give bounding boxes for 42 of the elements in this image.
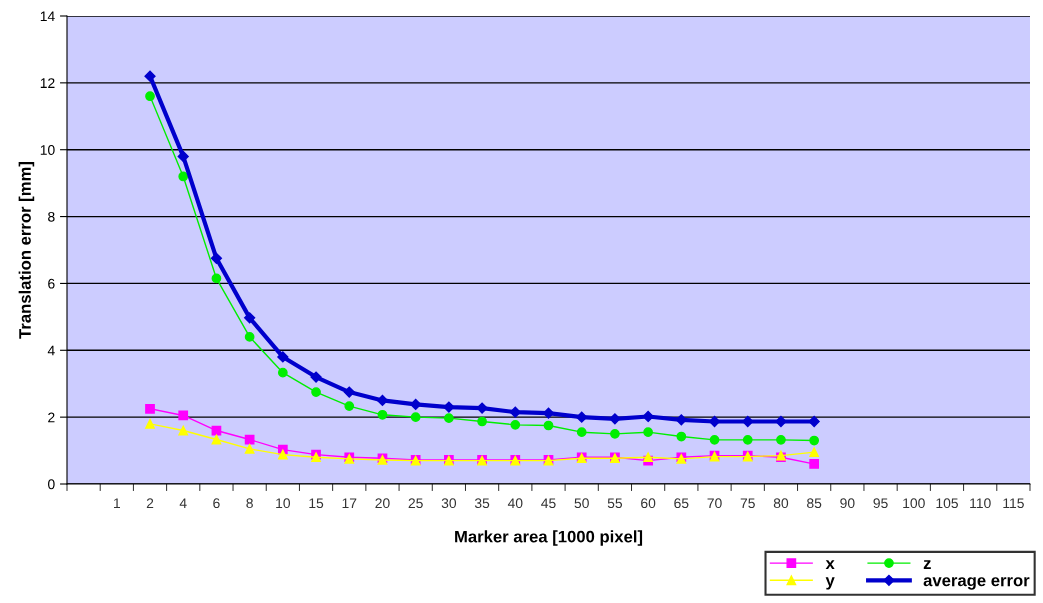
x-tick-label: 35 (474, 498, 490, 509)
x-tick-label: 95 (873, 498, 888, 509)
y-tick-label: 0 (48, 479, 55, 490)
x-tick-label: 90 (840, 498, 855, 509)
x-tick-label: 60 (641, 498, 656, 509)
x-tick-label: 65 (674, 498, 689, 509)
x-tick-label: 55 (607, 498, 623, 509)
x-axis-title: Marker area [1000 pixel] (455, 530, 643, 546)
x-tick-label: 70 (707, 498, 722, 509)
x-tick-label: 4 (179, 498, 187, 508)
x-tick-label: 115 (1003, 498, 1024, 509)
y-tick-label: 12 (40, 78, 55, 88)
x-tick-label: 85 (807, 498, 822, 509)
x-tick-label: 1 (114, 498, 120, 508)
legend-label: x (825, 560, 835, 569)
y-tick-label: 6 (48, 278, 55, 289)
y-axis-title: Translation error [mm] (18, 162, 35, 339)
x-tick-label: 20 (375, 498, 390, 509)
x-tick-label: 2 (146, 498, 154, 508)
x-tick-label: 40 (507, 498, 523, 509)
x-tick-label: 30 (441, 498, 457, 509)
x-tick-label: 25 (408, 498, 423, 509)
y-tick-label: 8 (48, 211, 55, 222)
y-tick-label: 4 (47, 345, 55, 356)
legend-label: y (825, 577, 835, 590)
x-tick-label: 45 (541, 498, 556, 509)
x-tick-label: 17 (342, 498, 357, 508)
legend-label: z (923, 560, 931, 569)
x-tick-label: 6 (213, 498, 220, 509)
x-tick-label: 15 (309, 498, 324, 509)
x-tick-label: 100 (903, 498, 925, 509)
x-tick-label: 105 (936, 498, 958, 509)
y-tick-label: 2 (48, 412, 55, 423)
x-tick-label: 10 (276, 498, 291, 509)
x-tick-label: 110 (970, 498, 991, 509)
x-tick-label: 80 (773, 498, 789, 509)
y-tick-label: 14 (40, 11, 55, 22)
legend-label: average error (923, 577, 1030, 590)
x-tick-label: 50 (574, 498, 589, 509)
y-tick-label: 10 (40, 145, 55, 155)
x-tick-label: 8 (246, 498, 253, 509)
x-tick-label: 75 (740, 498, 755, 509)
